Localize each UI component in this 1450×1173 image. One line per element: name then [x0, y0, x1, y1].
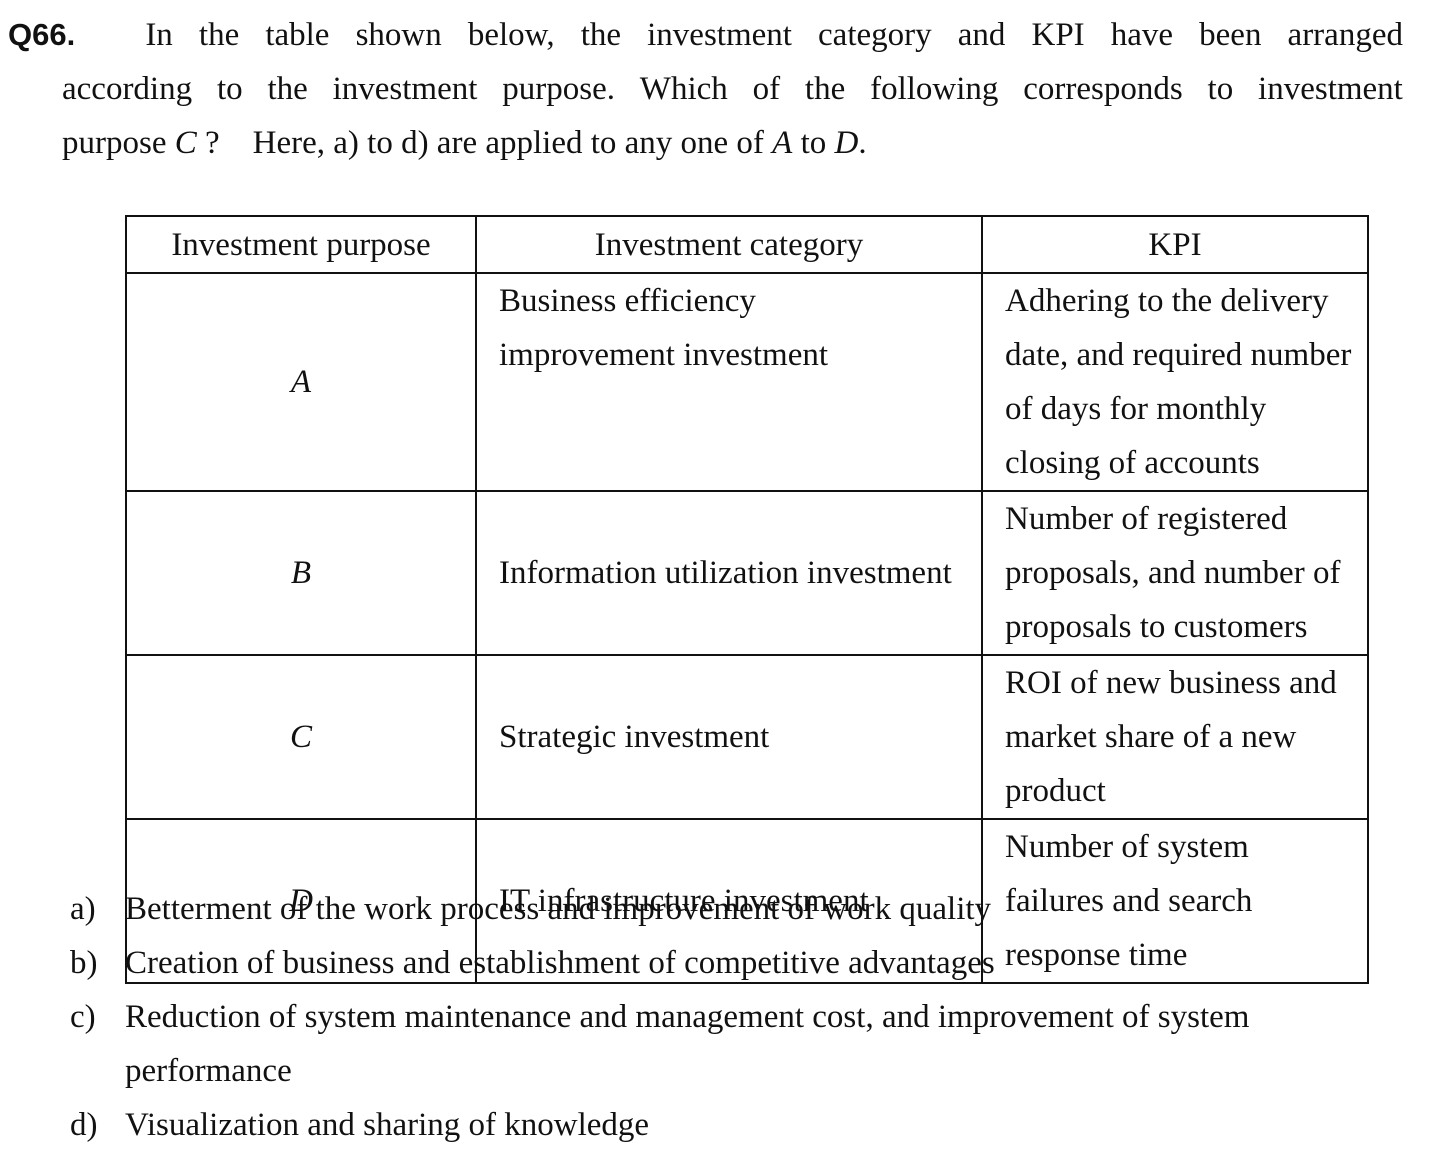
question-text: ? Here, a) to d) are applied to any one …: [196, 125, 773, 161]
category-cell: Strategic investment: [475, 654, 983, 820]
answer-options: a) Betterment of the work process and im…: [70, 882, 1370, 1152]
question-word: the: [580, 17, 622, 53]
question-word: Which: [639, 71, 728, 107]
table-header-row: Investment purpose Investment category K…: [125, 215, 1369, 274]
question-variable: D: [834, 125, 859, 161]
question-word: below,: [467, 17, 555, 53]
question-word: been: [1199, 17, 1262, 53]
category-cell: Information utilization investment: [475, 490, 983, 656]
header-investment-category: Investment category: [475, 215, 983, 274]
question-word: to: [216, 71, 243, 107]
header-kpi: KPI: [981, 215, 1369, 274]
question-text: .: [858, 125, 867, 161]
question-word: arranged: [1287, 17, 1403, 53]
question-word: of: [752, 71, 781, 107]
question-variable: C: [174, 125, 197, 161]
question-word: according: [62, 71, 193, 107]
question-word: category: [818, 17, 932, 53]
kpi-cell: Number of registered proposals, and numb…: [981, 490, 1369, 656]
question-word: following: [870, 71, 999, 107]
table-row: A Business efficiency improvement invest…: [125, 272, 1369, 492]
option-a[interactable]: a) Betterment of the work process and im…: [70, 882, 1370, 936]
option-text: Creation of business and establishment o…: [125, 945, 995, 981]
option-b[interactable]: b) Creation of business and establishmen…: [70, 936, 1370, 990]
question-word: investment: [1258, 71, 1403, 107]
question-line-1: Q66. In the table shown below, the inves…: [8, 8, 1403, 62]
category-cell: IT infrastructure investment: [475, 818, 983, 984]
question-word: the: [804, 71, 846, 107]
investment-table: Investment purpose Investment category K…: [125, 215, 1369, 984]
question-line-2: according to the investment purpose. Whi…: [8, 62, 1403, 116]
purpose-cell: B: [125, 490, 477, 656]
option-label: a): [70, 891, 96, 927]
question-word: the: [267, 71, 308, 107]
question-stem: Q66. In the table shown below, the inves…: [8, 8, 1403, 170]
question-word: corresponds: [1023, 71, 1183, 107]
option-label: b): [70, 945, 98, 981]
question-word: KPI: [1031, 17, 1085, 53]
question-word: the: [198, 17, 240, 53]
option-text: Visualization and sharing of knowledge: [125, 1107, 650, 1143]
question-word: table: [265, 17, 330, 53]
kpi-cell: Adhering to the delivery date, and requi…: [981, 272, 1369, 492]
question-word: shown: [355, 17, 442, 53]
question-text: purpose: [62, 125, 175, 161]
question-word: have: [1110, 17, 1174, 53]
option-text: Reduction of system maintenance and mana…: [125, 999, 1250, 1089]
question-word: investment: [332, 71, 478, 107]
question-word: investment: [647, 17, 792, 53]
question-variable: A: [772, 125, 793, 161]
purpose-cell: A: [125, 272, 477, 492]
question-line-3: purpose C ? Here, a) to d) are applied t…: [8, 116, 1403, 170]
option-label: c): [70, 999, 96, 1035]
question-text: to: [792, 125, 835, 161]
table-row: C Strategic investment ROI of new busine…: [125, 654, 1369, 820]
question-word: purpose.: [502, 71, 615, 107]
question-word: to: [1207, 71, 1234, 107]
option-label: d): [70, 1107, 98, 1143]
header-investment-purpose: Investment purpose: [125, 215, 477, 274]
option-c[interactable]: c) Reduction of system maintenance and m…: [70, 990, 1370, 1098]
kpi-cell: ROI of new business and market share of …: [981, 654, 1369, 820]
purpose-cell: D: [125, 818, 477, 984]
kpi-cell: Number of system failures and search res…: [981, 818, 1369, 984]
purpose-cell: C: [125, 654, 477, 820]
question-number: Q66.: [8, 17, 76, 52]
question-word: In: [145, 17, 173, 53]
table-row: D IT infrastructure investment Number of…: [125, 818, 1369, 984]
option-text: Betterment of the work process and impro…: [125, 891, 992, 927]
category-cell: Business efficiency improvement investme…: [475, 272, 983, 492]
question-word: and: [957, 17, 1006, 53]
table-row: B Information utilization investment Num…: [125, 490, 1369, 656]
option-d[interactable]: d) Visualization and sharing of knowledg…: [70, 1098, 1370, 1152]
